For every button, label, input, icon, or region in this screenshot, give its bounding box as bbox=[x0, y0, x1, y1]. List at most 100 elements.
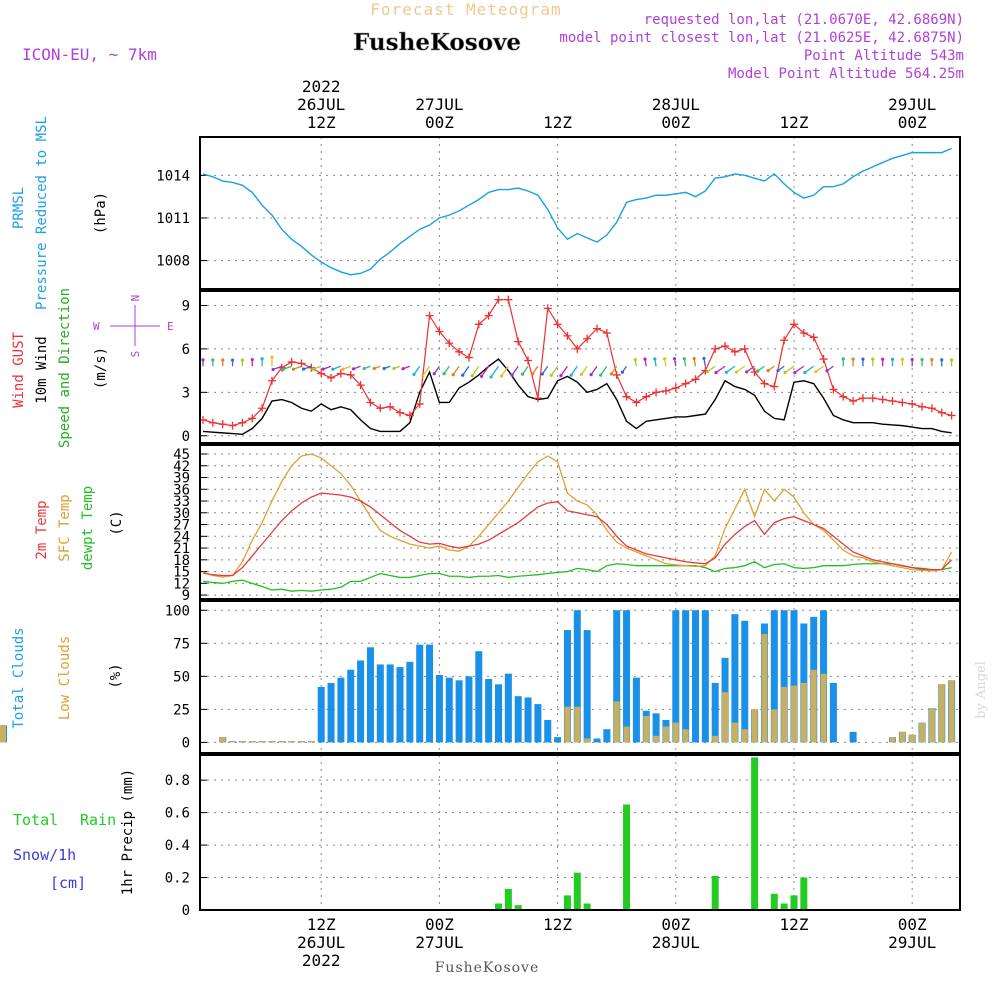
wind-direction-arrow bbox=[736, 365, 746, 373]
wind-gust-point bbox=[711, 344, 720, 353]
total-cloud-bar bbox=[701, 610, 709, 743]
wind-arrow-head bbox=[351, 367, 356, 371]
wind-arrow-head bbox=[890, 357, 895, 361]
wind-arrow-head bbox=[643, 357, 647, 361]
wind-arrow-head bbox=[724, 370, 728, 374]
wind-gust-point bbox=[396, 408, 404, 417]
time-axis-top-label: 12Z bbox=[543, 113, 572, 132]
y-tick-label: 1014 bbox=[156, 168, 190, 184]
wind-gust-point bbox=[218, 420, 227, 429]
wind-gust-point bbox=[760, 379, 769, 388]
wind-arrow-head bbox=[341, 367, 345, 371]
low-clouds-label: Low Clouds bbox=[57, 636, 73, 720]
wind-gust-point bbox=[661, 386, 670, 395]
time-axis-bottom-label: 00Z bbox=[661, 915, 690, 934]
low-cloud-bar bbox=[623, 726, 630, 743]
footer-location: FusheKosove bbox=[435, 960, 540, 976]
time-axis-top-label: 12Z bbox=[307, 113, 336, 132]
y-tick-label: 30 bbox=[173, 506, 190, 522]
wind-direction-arrow bbox=[580, 365, 588, 375]
time-axis-bottom-label: 12Z bbox=[307, 915, 336, 934]
low-cloud-bar bbox=[268, 741, 275, 743]
wind-direction-arrow bbox=[481, 365, 490, 377]
closest-lonlat: model point closest lon,lat (21.0625E, 4… bbox=[559, 30, 964, 46]
wind-arrow-head bbox=[549, 373, 553, 377]
wind-arrow-head bbox=[692, 356, 696, 361]
snow-unit: [cm] bbox=[50, 874, 86, 892]
rain-bar bbox=[563, 895, 571, 910]
low-cloud-bar bbox=[712, 735, 719, 743]
low-cloud-bar bbox=[722, 692, 729, 743]
total-cloud-bar bbox=[731, 614, 739, 743]
total-cloud-bar bbox=[426, 644, 434, 743]
wind-gust-point bbox=[858, 394, 867, 403]
wind-arrow-head bbox=[861, 357, 865, 361]
wind-direction-arrow bbox=[511, 365, 519, 376]
low-cloud-bar bbox=[909, 734, 916, 743]
wind-direction-arrow bbox=[784, 365, 795, 374]
wind-direction-arrow bbox=[422, 365, 431, 377]
total-cloud-bar bbox=[357, 660, 365, 743]
low-cloud-bar bbox=[682, 729, 689, 743]
wind-gust-point bbox=[632, 398, 641, 407]
total-cloud-bar bbox=[445, 677, 453, 743]
wind-arrow-head bbox=[499, 374, 504, 378]
low-cloud-bar bbox=[761, 634, 768, 743]
total-cloud-bar bbox=[435, 675, 443, 743]
wind-gust-point bbox=[287, 357, 296, 366]
wind-gust-point bbox=[593, 324, 601, 333]
wind-arrow-head bbox=[421, 374, 425, 378]
wind-arrow-head bbox=[871, 357, 875, 361]
rain-bar bbox=[573, 872, 581, 910]
wind-gust-point bbox=[809, 333, 818, 342]
low-cloud-bar bbox=[278, 741, 285, 743]
low-cloud-bar bbox=[791, 685, 797, 743]
wind-arrow-head bbox=[479, 374, 484, 378]
wind-gust-point bbox=[464, 353, 473, 362]
low-cloud-bar bbox=[919, 722, 926, 743]
wind-gust-point bbox=[691, 375, 700, 384]
time-axis-top-label: 00Z bbox=[661, 113, 690, 132]
low-cloud-bar bbox=[889, 737, 896, 743]
wind-gust-point bbox=[740, 344, 749, 353]
wind-arrow-head bbox=[470, 374, 474, 378]
wind-gust-point bbox=[868, 394, 877, 403]
wind-arrow-head bbox=[745, 370, 749, 374]
compass-s: S bbox=[129, 351, 142, 358]
wind-gust-point bbox=[839, 392, 848, 401]
wind-gust-point bbox=[652, 388, 661, 397]
wind-direction-arrow bbox=[560, 365, 568, 376]
rain-bar bbox=[504, 888, 512, 910]
low-cloud-bar bbox=[810, 669, 817, 743]
low-cloud-bar bbox=[584, 738, 591, 743]
ms-unit: (m/s) bbox=[93, 347, 109, 389]
time-axis-top-label: 12Z bbox=[780, 113, 809, 132]
low-cloud-bar bbox=[0, 725, 6, 743]
wind-gust-point bbox=[435, 327, 444, 336]
hpa-unit: (hPa) bbox=[93, 192, 109, 234]
wind-arrow-head bbox=[321, 367, 325, 371]
wind-arrow-head bbox=[825, 369, 829, 373]
chart-marks: 1008101110140369912151821242730333639424… bbox=[0, 77, 961, 970]
wind-arrow-head bbox=[930, 358, 934, 362]
total-cloud-bar bbox=[317, 686, 325, 743]
rain-bar bbox=[800, 877, 808, 910]
total-clouds-label: Total Clouds bbox=[11, 627, 27, 728]
low-cloud-bar bbox=[643, 715, 650, 743]
low-cloud-bar bbox=[731, 722, 738, 743]
total-cloud-bar bbox=[455, 680, 463, 743]
time-axis-top-label: 26JUL bbox=[297, 95, 345, 114]
wind-gust-point bbox=[258, 404, 267, 413]
pressure-msl-label: Pressure Reduced to MSL bbox=[34, 116, 50, 310]
wind-gust-point bbox=[819, 355, 828, 364]
wind-gust-point bbox=[642, 392, 651, 401]
wind-arrow-head bbox=[211, 358, 215, 362]
time-axis-top-label: 2022 bbox=[302, 77, 341, 96]
wind-arrow-head bbox=[260, 357, 264, 361]
wind-gust-point bbox=[228, 421, 237, 430]
forecast-meteogram-title: Forecast Meteogram bbox=[370, 0, 561, 19]
y-tick-label: 50 bbox=[173, 669, 190, 685]
wind-10m-label: 10m Wind bbox=[34, 336, 50, 403]
total-cloud-bar bbox=[366, 647, 374, 743]
